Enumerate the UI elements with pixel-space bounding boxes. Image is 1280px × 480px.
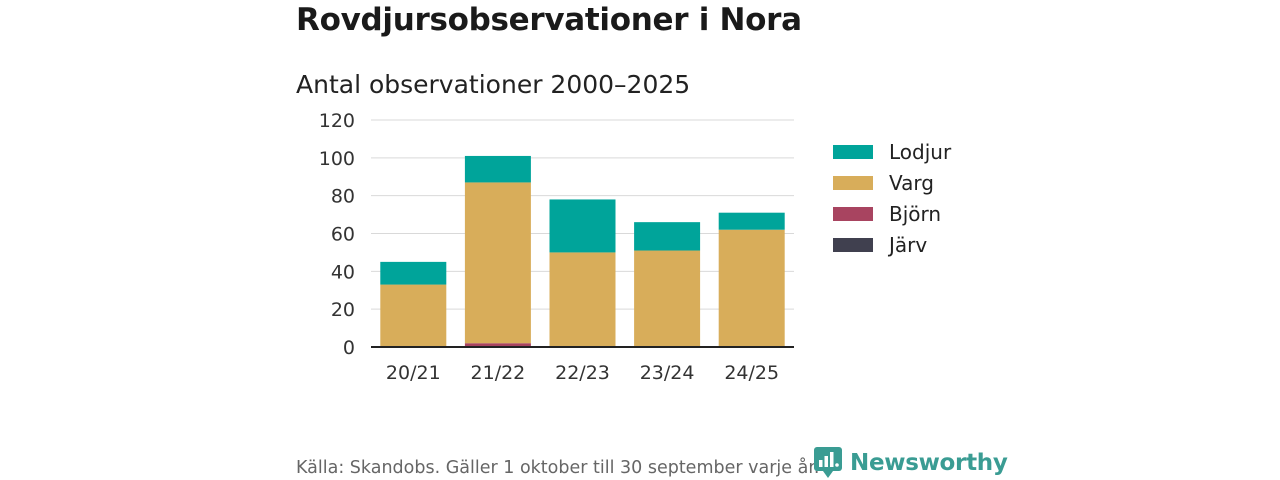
legend-swatch <box>833 207 873 221</box>
legend-swatch <box>833 176 873 190</box>
x-tick-label: 22/23 <box>555 362 610 384</box>
bar-lodjur-20-21 <box>380 261 447 285</box>
x-tick-label: 23/24 <box>640 362 695 384</box>
bar-bjrn-21-22 <box>464 343 531 347</box>
x-tick-label: 20/21 <box>386 362 441 384</box>
bar-varg-21-22 <box>464 182 531 344</box>
y-tick-label: 120 <box>319 110 355 132</box>
y-tick-label: 20 <box>331 299 355 321</box>
legend-swatch <box>833 238 873 252</box>
y-tick-label: 60 <box>331 224 355 246</box>
bar-lodjur-23-24 <box>634 222 701 251</box>
bar-varg-24-25 <box>718 229 785 347</box>
source-note: Källa: Skandobs. Gäller 1 oktober till 3… <box>296 458 820 478</box>
newsworthy-logo-icon <box>814 447 842 478</box>
x-tick-label: 21/22 <box>471 362 526 384</box>
legend-label: Varg <box>889 171 934 195</box>
y-tick-label: 80 <box>331 186 355 208</box>
bar-varg-23-24 <box>634 250 701 347</box>
brand-name: Newsworthy <box>850 450 1008 476</box>
chart-subtitle: Antal observationer 2000–2025 <box>296 70 691 99</box>
y-tick-label: 100 <box>319 148 355 170</box>
bar-lodjur-21-22 <box>464 155 531 183</box>
bar-varg-20-21 <box>380 284 447 347</box>
legend-label: Järv <box>887 233 927 257</box>
bar-lodjur-24-25 <box>718 212 785 230</box>
y-tick-label: 0 <box>343 337 355 359</box>
legend-label: Björn <box>889 202 941 226</box>
bar-varg-22-23 <box>549 252 616 347</box>
legend-label: Lodjur <box>889 140 952 164</box>
bar-lodjur-22-23 <box>549 199 616 253</box>
y-tick-label: 40 <box>331 261 355 283</box>
newsworthy-logo[interactable]: Newsworthy <box>814 446 1008 480</box>
legend-swatch <box>833 145 873 159</box>
chart-title: Rovdjursobservationer i Nora <box>296 2 802 38</box>
x-tick-label: 24/25 <box>724 362 779 384</box>
